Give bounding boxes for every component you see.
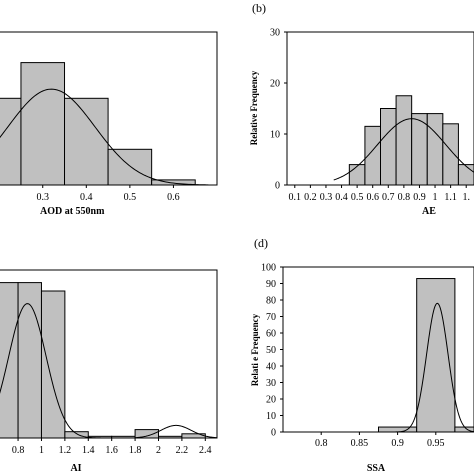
x-tick-label: 0.8: [398, 192, 411, 203]
histogram-bar: [64, 431, 89, 439]
x-tick-label: 1.6: [105, 445, 118, 456]
x-tick-label: 1.8: [129, 445, 142, 456]
x-tick-label: 0.3: [36, 192, 49, 203]
x-tick-label: 1.2: [59, 445, 72, 456]
histogram-bar: [157, 435, 183, 439]
y-axis-label: Relati e Frequency: [250, 313, 260, 386]
x-axis-label: AI: [70, 463, 81, 474]
fitted-curve: [382, 302, 474, 433]
histogram-bar: [380, 108, 397, 186]
x-tick-label: 0.5: [351, 192, 364, 203]
y-tick-label: 40: [266, 362, 276, 373]
x-tick-label: 0.2: [304, 192, 317, 203]
fitted-curve: [0, 88, 209, 186]
chart-panel-3: 0.8 1 1.2 1.4 1.6 1.8 2 2.2 2.4 AI: [0, 269, 218, 474]
histogram-bar: [20, 62, 66, 186]
y-tick-label: 20: [270, 79, 280, 90]
histogram-bar: [348, 164, 366, 186]
x-tick-label: 1: [39, 445, 44, 456]
panel-label: (b): [252, 1, 266, 15]
fitted-curve: [135, 424, 218, 439]
y-tick-label: 20: [266, 395, 276, 406]
fitted-curve: [0, 303, 124, 439]
y-tick-label: 100: [261, 263, 276, 274]
x-tick-label: 0.9: [413, 192, 426, 203]
y-tick-label: 0: [271, 428, 276, 439]
histogram-bar: [411, 113, 428, 186]
x-axis-label: AOD at 550nm: [40, 206, 105, 217]
x-tick-label: 0.1: [289, 192, 302, 203]
x-tick-label: 2.4: [199, 445, 212, 456]
histogram-bar: [0, 282, 19, 439]
histogram-bar: [416, 278, 456, 433]
x-tick-label: 0.4: [80, 192, 93, 203]
chart-panel-2: 0.1 0.2 0.3 0.4 0.5 0.6 0.7 0.8 0.9 1 1.1 1. 0 10 20 30…: [249, 1, 474, 217]
y-tick-label: 80: [266, 296, 276, 307]
y-tick-label: 50: [266, 345, 276, 356]
x-tick-label: 0.9: [391, 438, 404, 449]
x-tick-label: 0.7: [382, 192, 395, 203]
histogram-bar: [64, 97, 109, 186]
histogram-bar: [134, 429, 159, 439]
x-tick-label: 0.3: [320, 192, 333, 203]
fitted-curve: [333, 118, 474, 181]
y-tick-label: 90: [266, 279, 276, 290]
y-tick-label: 60: [266, 329, 276, 340]
y-tick-label: 30: [270, 28, 280, 39]
y-tick-label: 0: [275, 181, 280, 192]
x-tick-label: 0.8: [315, 438, 328, 449]
histogram-bar: [442, 123, 459, 186]
histogram-bar: [378, 426, 418, 433]
x-tick-label: 0.85: [351, 438, 369, 449]
x-tick-label: 0.5: [124, 192, 137, 203]
histogram-bar: [17, 282, 42, 439]
x-tick-label: 0.95: [427, 438, 445, 449]
x-tick-label: 0.4: [335, 192, 348, 203]
y-tick-label: 70: [266, 312, 276, 323]
chart-panel-4: 0.8 0.85 0.9 0.95 0 10 20 30 40 50 60 70 80 90 100 Rela…: [250, 236, 474, 474]
histogram-bar: [40, 290, 66, 439]
x-tick-label: 0.6: [167, 192, 180, 203]
panel-label: (d): [254, 236, 268, 250]
x-tick-label: 1: [433, 192, 438, 203]
histogram-bar: [107, 148, 153, 186]
y-tick-label: 10: [270, 130, 280, 141]
x-tick-label: 1.1: [444, 192, 457, 203]
histogram-bar: [426, 113, 444, 186]
x-tick-label: 0.8: [12, 445, 25, 456]
x-tick-label: 2: [156, 445, 161, 456]
x-tick-label: 0.6: [366, 192, 379, 203]
y-axis-label: Relative Frequency: [249, 70, 259, 145]
x-tick-label: 1.4: [82, 445, 95, 456]
chart-panel-1: 0.3 0.4 0.5 0.6 AOD at 550nm: [0, 31, 218, 217]
histogram-bar: [457, 164, 474, 186]
histogram-bar: [0, 97, 22, 186]
histogram-bar: [181, 433, 206, 439]
histogram-bar: [395, 95, 413, 186]
y-tick-label: 30: [266, 378, 276, 389]
y-tick-label: 10: [266, 411, 276, 422]
x-tick-label: 2.2: [176, 445, 189, 456]
x-tick-label: 1.: [462, 192, 470, 203]
x-axis-label: SSA: [367, 463, 386, 474]
x-axis-label: AE: [422, 206, 436, 217]
